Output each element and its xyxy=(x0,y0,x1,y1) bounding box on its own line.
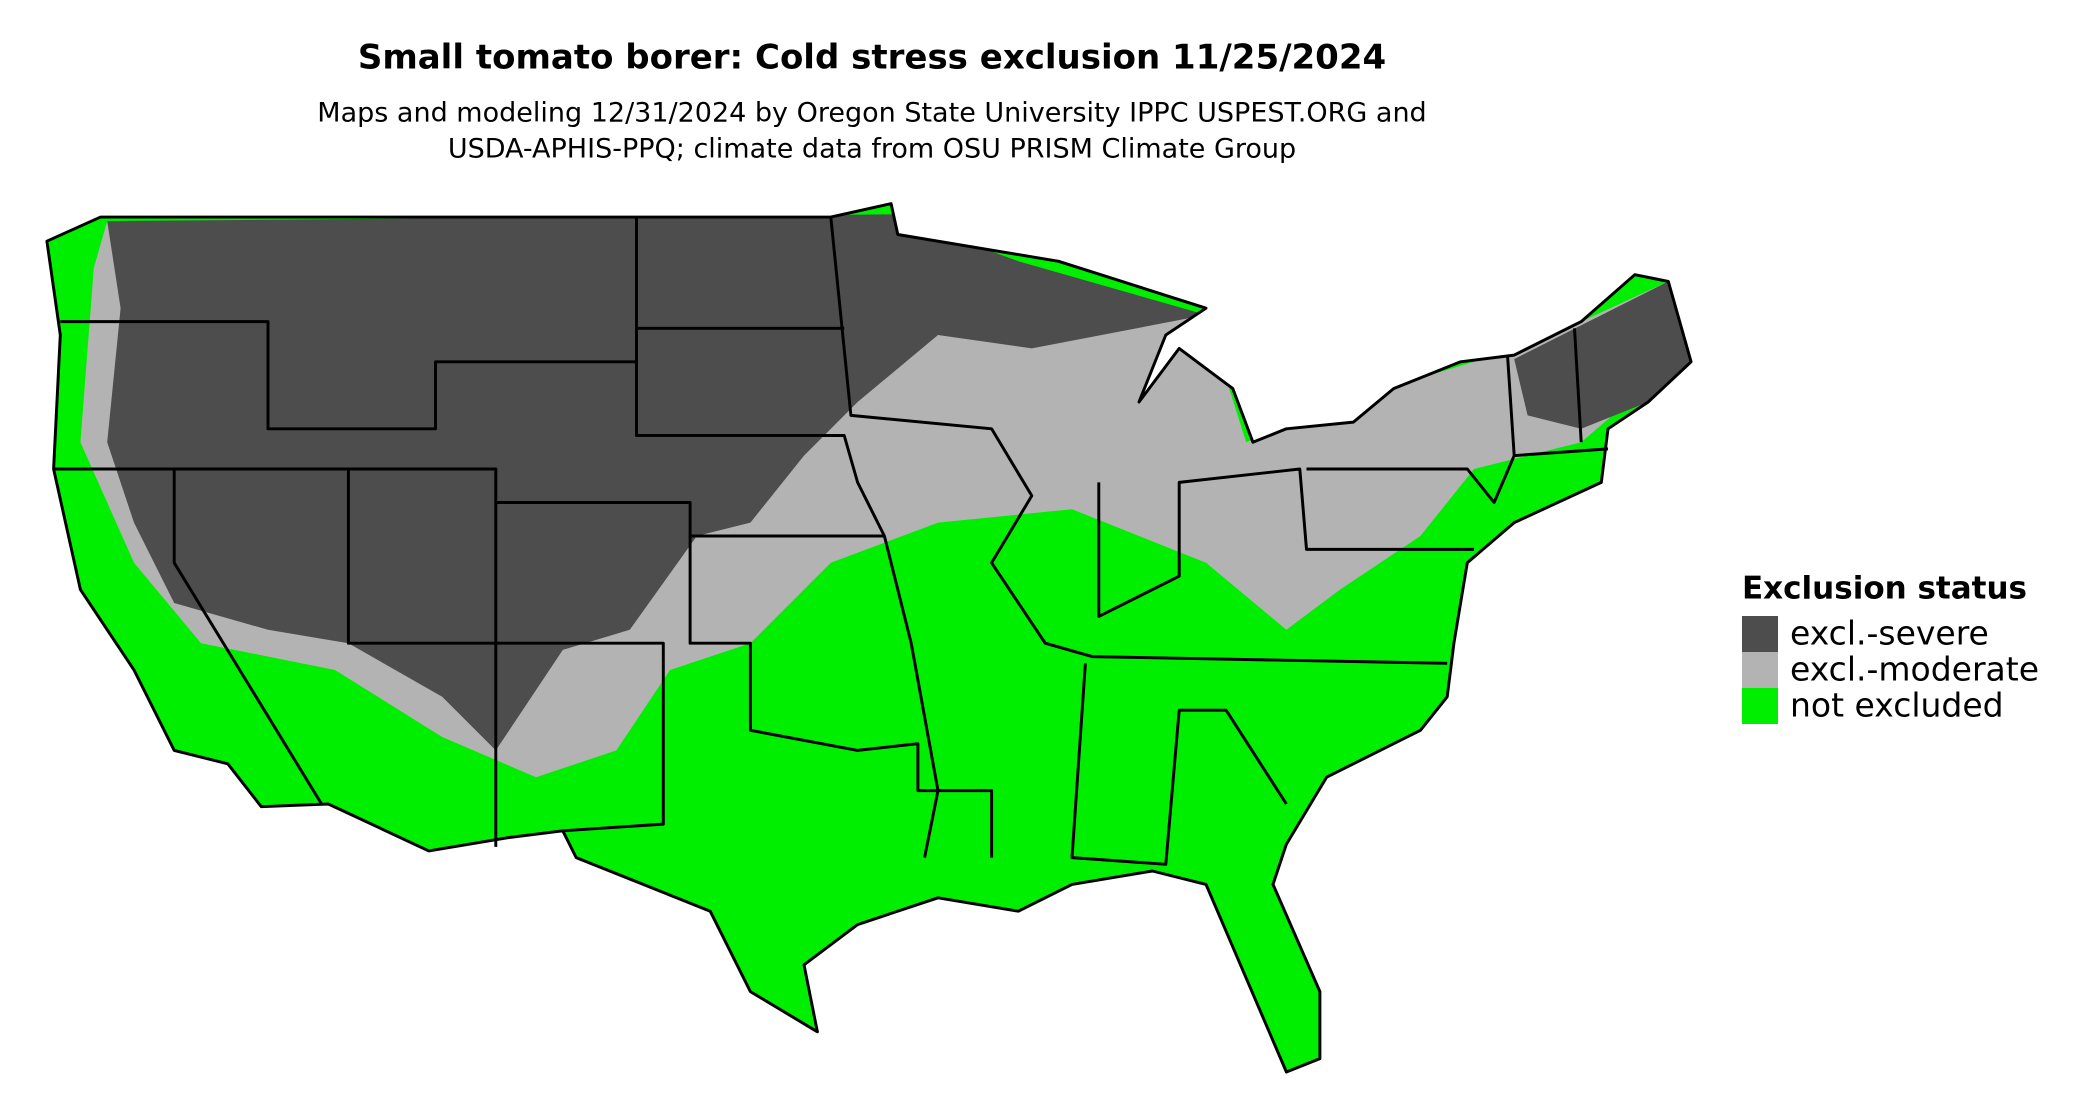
region-severe xyxy=(1514,281,1692,429)
map-subtitle: USDA-APHIS-PPQ; climate data from OSU PR… xyxy=(448,134,1296,165)
legend-label: excl.-severe xyxy=(1790,614,1989,653)
map xyxy=(45,202,1693,1074)
legend-label: not excluded xyxy=(1790,686,2004,725)
legend-label: excl.-moderate xyxy=(1790,650,2039,689)
legend-title: Exclusion status xyxy=(1742,571,2027,607)
map-title: Small tomato borer: Cold stress exclusio… xyxy=(358,38,1386,78)
state-borders xyxy=(53,216,1609,866)
legend-swatch xyxy=(1742,688,1778,724)
legend: Exclusion status excl.-severeexcl.-moder… xyxy=(1742,571,2039,725)
map-subtitle: Maps and modeling 12/31/2024 by Oregon S… xyxy=(317,98,1426,129)
legend-swatch xyxy=(1742,616,1778,652)
region-severe xyxy=(107,214,1207,751)
legend-swatch xyxy=(1742,652,1778,688)
